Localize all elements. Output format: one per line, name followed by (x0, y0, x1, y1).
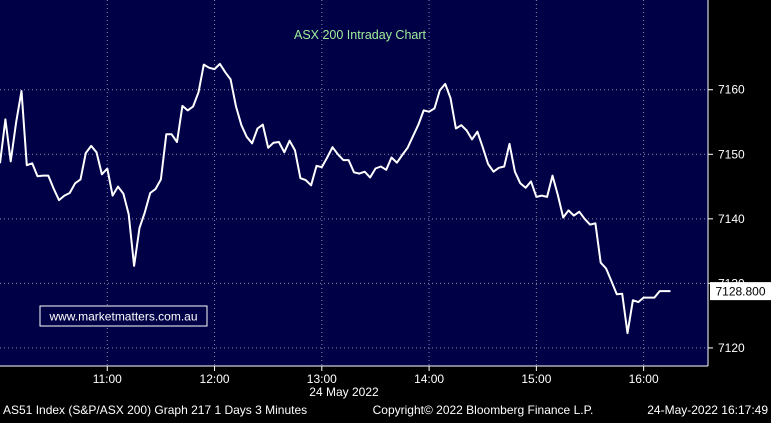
y-axis: 71207130714071507160 (707, 0, 745, 366)
footer-timestamp: 24-May-2022 16:17:49 (647, 403, 768, 417)
x-tick-label: 14:00 (414, 372, 444, 386)
y-tick-label: 7120 (718, 341, 745, 355)
footer-source: AS51 Index (S&P/ASX 200) Graph 217 1 Day… (3, 403, 307, 417)
x-tick-label: 13:00 (307, 372, 337, 386)
y-tick-label: 7160 (718, 83, 745, 97)
date-label: 24 May 2022 (309, 385, 379, 399)
x-tick-label: 11:00 (93, 372, 122, 386)
grid-lines (0, 0, 708, 366)
watermark-text: www.marketmatters.com.au (48, 310, 197, 324)
y-tick-label: 7150 (718, 147, 745, 161)
x-tick-label: 16:00 (629, 372, 659, 386)
last-value-box (710, 282, 771, 301)
last-value-label: 7128.800 (715, 285, 765, 299)
y-tick-label: 7140 (718, 212, 745, 226)
footer-copyright: Copyright© 2022 Bloomberg Finance L.P. (373, 403, 594, 417)
plot-area (0, 0, 708, 366)
price-series-line (0, 62, 671, 335)
x-axis: 11:00 12:00 13:00 14:00 15:00 16:00 (0, 365, 708, 386)
watermark-box (39, 305, 208, 327)
chart-title: ASX 200 Intraday Chart (294, 28, 427, 42)
x-tick-label: 15:00 (521, 372, 551, 386)
x-tick-label: 12:00 (200, 372, 230, 386)
